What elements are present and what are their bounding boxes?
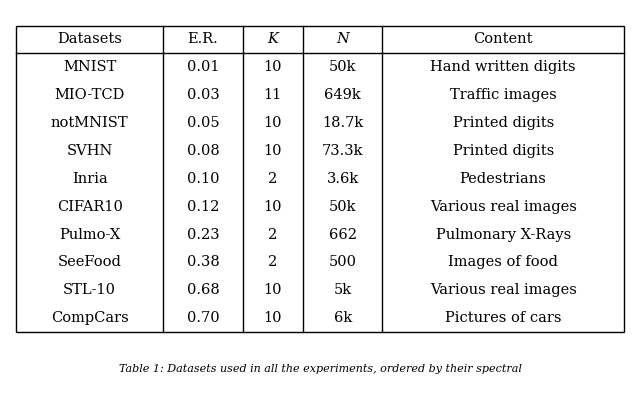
Bar [16, 26, 624, 332]
Text: 5k: 5k [333, 283, 352, 297]
Text: 0.23: 0.23 [187, 228, 220, 242]
Text: 0.08: 0.08 [186, 144, 220, 158]
Text: Printed digits: Printed digits [452, 116, 554, 130]
Text: 50k: 50k [329, 61, 356, 74]
Text: CIFAR10: CIFAR10 [57, 200, 123, 214]
Text: N: N [336, 33, 349, 46]
Text: Table 1: Datasets used in all the experiments, ordered by their spectral: Table 1: Datasets used in all the experi… [118, 364, 522, 375]
Text: Pulmo-X: Pulmo-X [59, 228, 120, 242]
Text: Hand written digits: Hand written digits [431, 61, 576, 74]
Text: Traffic images: Traffic images [450, 88, 557, 102]
Text: 10: 10 [264, 61, 282, 74]
Text: 11: 11 [264, 88, 282, 102]
Text: E.R.: E.R. [188, 33, 218, 46]
Text: Pedestrians: Pedestrians [460, 172, 547, 186]
Text: notMNIST: notMNIST [51, 116, 129, 130]
Text: 2: 2 [268, 228, 277, 242]
Text: 10: 10 [264, 116, 282, 130]
Text: 3.6k: 3.6k [326, 172, 359, 186]
Text: 500: 500 [329, 255, 356, 270]
Text: 0.70: 0.70 [187, 311, 220, 325]
Text: 0.01: 0.01 [187, 61, 219, 74]
Text: 0.12: 0.12 [187, 200, 219, 214]
Text: 0.05: 0.05 [187, 116, 220, 130]
Text: 2: 2 [268, 255, 277, 270]
Text: 10: 10 [264, 283, 282, 297]
Text: Pulmonary X-Rays: Pulmonary X-Rays [436, 228, 571, 242]
Text: 649k: 649k [324, 88, 361, 102]
Text: Pictures of cars: Pictures of cars [445, 311, 561, 325]
Text: Datasets: Datasets [57, 33, 122, 46]
Text: Various real images: Various real images [429, 283, 577, 297]
Text: Various real images: Various real images [429, 200, 577, 214]
Text: 73.3k: 73.3k [322, 144, 364, 158]
Text: SeeFood: SeeFood [58, 255, 122, 270]
Text: 0.68: 0.68 [186, 283, 220, 297]
Text: K: K [268, 33, 278, 46]
Text: 0.38: 0.38 [186, 255, 220, 270]
Text: Inria: Inria [72, 172, 108, 186]
Text: STL-10: STL-10 [63, 283, 116, 297]
Text: 662: 662 [329, 228, 356, 242]
Text: CompCars: CompCars [51, 311, 129, 325]
Text: Content: Content [474, 33, 533, 46]
Text: Images of food: Images of food [448, 255, 558, 270]
Text: 2: 2 [268, 172, 277, 186]
Text: 10: 10 [264, 311, 282, 325]
Text: Printed digits: Printed digits [452, 144, 554, 158]
Text: 0.03: 0.03 [186, 88, 220, 102]
Text: SVHN: SVHN [67, 144, 113, 158]
Text: 10: 10 [264, 144, 282, 158]
Text: 0.10: 0.10 [187, 172, 219, 186]
Text: MIO-TCD: MIO-TCD [54, 88, 125, 102]
Text: 10: 10 [264, 200, 282, 214]
Text: 18.7k: 18.7k [322, 116, 364, 130]
Text: 50k: 50k [329, 200, 356, 214]
Text: 6k: 6k [333, 311, 352, 325]
Text: MNIST: MNIST [63, 61, 116, 74]
